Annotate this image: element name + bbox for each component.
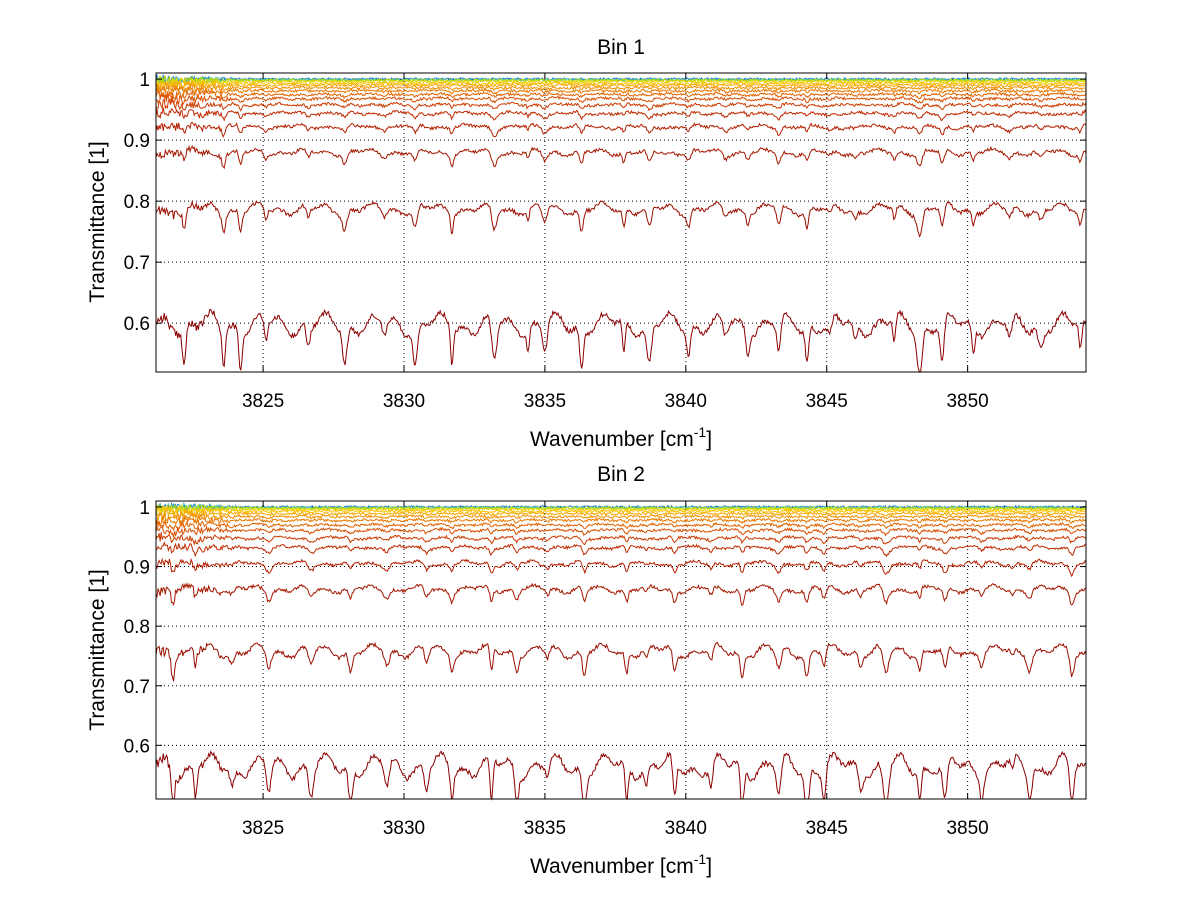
x-tick-label: 3825 bbox=[242, 391, 284, 412]
y-tick-label: 0.6 bbox=[124, 314, 150, 335]
series-group bbox=[155, 501, 1087, 801]
series-line bbox=[155, 98, 1087, 112]
series-line bbox=[155, 85, 1087, 97]
series-line bbox=[155, 519, 1087, 532]
y-tick-label: 1 bbox=[139, 70, 150, 91]
series-line bbox=[155, 107, 1087, 122]
x-tick-label: 3835 bbox=[524, 391, 566, 412]
x-tick-label: 3845 bbox=[806, 391, 848, 412]
y-tick-label: 0.7 bbox=[124, 253, 150, 274]
panel-bin-2: Bin 2 3825 3830 3835 3840 3845 3850 0.6 0.7 0.8 0… bbox=[86, 463, 1087, 878]
tick-labels: 3825 3830 3835 3840 3845 3850 0.6 0.7 0.8 0.9 1 bbox=[124, 70, 1086, 412]
series-line bbox=[155, 144, 1087, 170]
y-tick-label: 0.8 bbox=[124, 192, 150, 213]
series-line bbox=[155, 581, 1087, 607]
y-axis-label: Transmittance [1] bbox=[86, 141, 109, 302]
y-tick-label: 0.9 bbox=[124, 558, 150, 579]
series-line bbox=[155, 641, 1087, 682]
series-line bbox=[155, 93, 1087, 106]
series-line bbox=[155, 88, 1087, 101]
plot-frame bbox=[155, 72, 1087, 373]
x-tick-label: 3845 bbox=[806, 818, 848, 839]
y-tick-label: 0.8 bbox=[124, 617, 150, 638]
x-tick-label: 3830 bbox=[383, 391, 425, 412]
series-line bbox=[155, 78, 1087, 89]
y-tick-label: 0.6 bbox=[124, 736, 150, 757]
y-tick-label: 0.7 bbox=[124, 677, 150, 698]
y-tick-label: 1 bbox=[139, 498, 150, 519]
x-tick-label: 3830 bbox=[383, 818, 425, 839]
x-axis-label: Wavenumber [cm-1] bbox=[530, 424, 712, 451]
x-axis-label: Wavenumber [cm-1] bbox=[530, 851, 712, 878]
series-line bbox=[155, 308, 1087, 373]
series-line bbox=[155, 515, 1087, 526]
series-line bbox=[155, 511, 1087, 522]
series-line bbox=[155, 504, 1087, 515]
x-tick-label: 3825 bbox=[242, 818, 284, 839]
series-line bbox=[155, 749, 1087, 801]
x-tick-label: 3850 bbox=[946, 818, 988, 839]
series-line bbox=[155, 121, 1087, 139]
series-line bbox=[155, 541, 1087, 558]
chart-title: Bin 1 bbox=[597, 36, 645, 59]
x-tick-label: 3835 bbox=[524, 818, 566, 839]
tick-labels: 3825 3830 3835 3840 3845 3850 0.6 0.7 0.8 0.9 1 bbox=[124, 498, 1086, 839]
chart-title: Bin 2 bbox=[597, 463, 645, 486]
series-line bbox=[155, 525, 1087, 538]
series-line bbox=[155, 532, 1087, 546]
series-line bbox=[155, 505, 1087, 517]
x-tick-label: 3840 bbox=[665, 818, 707, 839]
series-line bbox=[155, 79, 1087, 92]
series-line bbox=[155, 76, 1087, 87]
series-line bbox=[155, 508, 1087, 520]
x-tick-label: 3850 bbox=[946, 391, 988, 412]
x-tick-label: 3840 bbox=[665, 391, 707, 412]
plot-frame bbox=[155, 500, 1087, 800]
y-axis-label: Transmittance [1] bbox=[86, 569, 109, 730]
series-group bbox=[155, 74, 1087, 373]
series-line bbox=[155, 200, 1087, 238]
y-tick-label: 0.9 bbox=[124, 131, 150, 152]
series-line bbox=[155, 557, 1087, 578]
panel-bin-1: Bin 1 3825 3830 3835 3840 3845 3850 0.6 0.7 0.8 0… bbox=[86, 36, 1087, 451]
series-line bbox=[155, 81, 1087, 93]
